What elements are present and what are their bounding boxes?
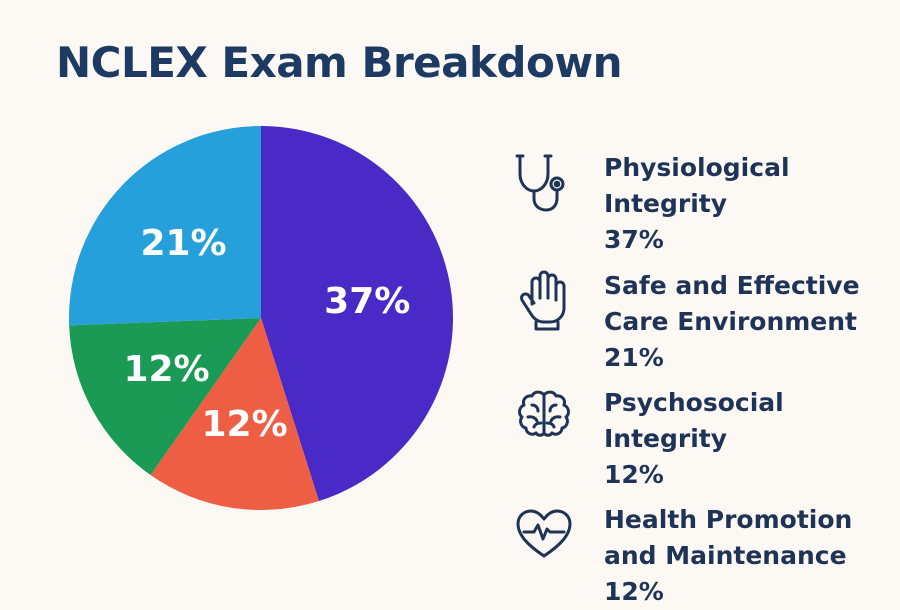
pie-slice-label: 37% (324, 281, 410, 322)
pie-slice-physiological-integrity (261, 126, 454, 502)
legend-label-line1: Physiological (604, 153, 790, 182)
pie-slice-safe-and-effective-care-environment (68, 126, 261, 326)
legend-value: 12% (604, 460, 664, 489)
stethoscope-icon (512, 150, 576, 214)
pie-slice-health-promotion-and-maintenance (150, 318, 319, 511)
legend-label-line2: Integrity (604, 424, 728, 453)
legend-label-line2: and Maintenance (604, 541, 847, 570)
legend-value: 37% (604, 225, 664, 254)
chart-title: NCLEX Exam Breakdown (56, 38, 623, 87)
pie-slice-label: 12% (202, 404, 288, 445)
legend-label-line2: Integrity (604, 189, 728, 218)
legend-value: 12% (604, 577, 664, 606)
pie-slice-label: 12% (123, 349, 209, 390)
pie-slice-psychosocial-integrity (69, 318, 261, 476)
legend-value: 21% (604, 343, 664, 372)
glove-hand-icon (512, 268, 576, 332)
pie-chart: 37% 12% 12% 21% (68, 126, 454, 511)
brain-icon (512, 385, 576, 449)
legend-label-line1: Psychosocial (604, 388, 784, 417)
pie-slice-label: 21% (140, 223, 226, 264)
legend-label-line2: Care Environment (604, 307, 858, 336)
heart-pulse-icon (512, 502, 576, 566)
legend-label-line1: Health Promotion (604, 505, 853, 534)
legend-label-line1: Safe and Effective (604, 271, 860, 300)
